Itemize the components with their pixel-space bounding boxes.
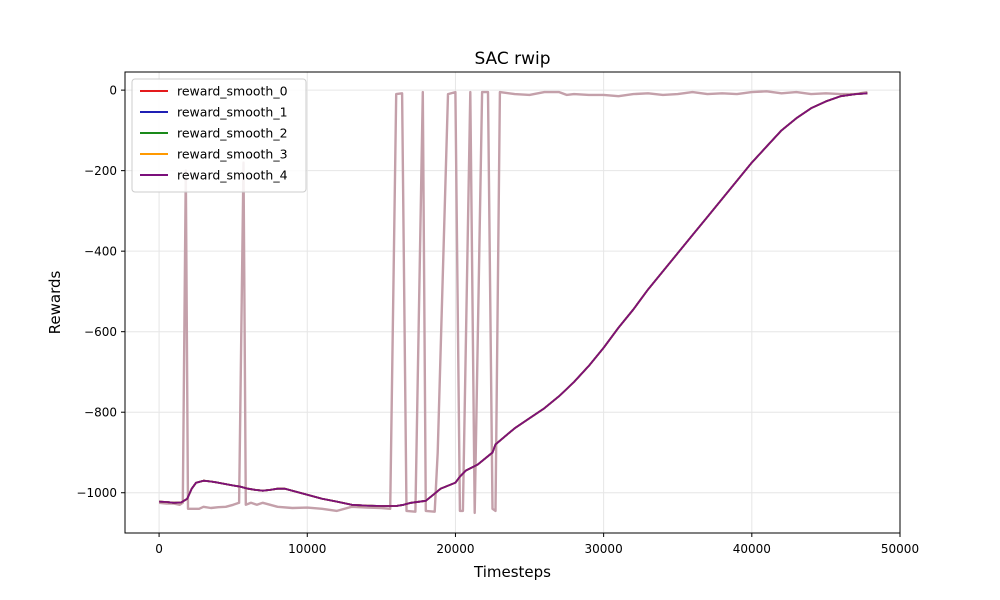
x-tick-label: 50000	[881, 542, 919, 556]
x-tick-label: 10000	[288, 542, 326, 556]
series-line-reward_smooth_4	[159, 92, 868, 507]
legend-label: reward_smooth_0	[177, 84, 288, 99]
legend-label: reward_smooth_2	[177, 126, 288, 141]
chart-title: SAC rwip	[474, 49, 550, 69]
y-tick-label: −1000	[76, 486, 117, 500]
x-tick-label: 30000	[585, 542, 623, 556]
x-tick-label: 0	[155, 542, 163, 556]
y-tick-label: −600	[84, 325, 117, 339]
legend-label: reward_smooth_3	[177, 147, 288, 162]
x-axis-title: Timesteps	[473, 563, 551, 581]
x-axis-ticks: 0 10000 20000 30000 40000 50000	[155, 533, 919, 556]
raw-reward-line	[158, 90, 868, 515]
legend-label: reward_smooth_1	[177, 105, 288, 120]
legend: reward_smooth_0 reward_smooth_1 reward_smo…	[131, 78, 307, 193]
legend-label: reward_smooth_4	[177, 168, 288, 183]
y-tick-label: 0	[109, 84, 117, 98]
legend-box	[131, 78, 307, 193]
y-axis-title: Rewards	[46, 270, 64, 334]
y-axis-ticks: 0 −200 −400 −600 −800 −1000	[76, 84, 125, 500]
y-tick-label: −200	[84, 164, 117, 178]
raw-series-layer	[158, 90, 868, 515]
x-tick-label: 40000	[733, 542, 771, 556]
y-tick-label: −400	[84, 245, 117, 259]
series-layer	[159, 92, 868, 507]
y-tick-label: −800	[84, 406, 117, 420]
plot-frame	[124, 71, 901, 534]
x-tick-label: 20000	[436, 542, 474, 556]
